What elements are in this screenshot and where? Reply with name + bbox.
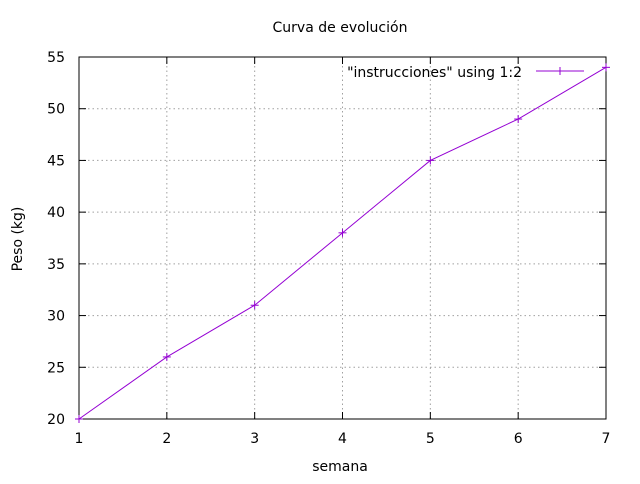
y-tick-label: 35 bbox=[47, 257, 65, 273]
data-point bbox=[602, 63, 610, 72]
data-point bbox=[162, 352, 171, 361]
legend-label: "instrucciones" using 1:2 bbox=[347, 65, 522, 81]
y-tick-label: 55 bbox=[47, 50, 65, 66]
x-axis-title: semana bbox=[312, 459, 368, 475]
y-tick-label: 20 bbox=[47, 412, 65, 428]
x-tick-label: 5 bbox=[426, 431, 435, 447]
series-layer bbox=[75, 63, 610, 423]
y-axis-title: Peso (kg) bbox=[10, 207, 26, 272]
grid-layer bbox=[79, 57, 606, 419]
y-tick-label: 40 bbox=[47, 205, 65, 221]
legend: "instrucciones" using 1:2 bbox=[347, 65, 584, 81]
x-tick-label: 7 bbox=[602, 431, 611, 447]
data-point bbox=[250, 301, 259, 310]
y-tick-label: 45 bbox=[47, 153, 65, 169]
x-tick-label: 2 bbox=[162, 431, 171, 447]
legend-plus bbox=[556, 67, 564, 75]
y-tick-label: 25 bbox=[47, 360, 65, 376]
x-tick-label: 3 bbox=[250, 431, 259, 447]
x-tick-label: 1 bbox=[75, 431, 84, 447]
y-tick-label: 50 bbox=[47, 102, 65, 118]
data-point bbox=[75, 415, 83, 423]
x-tick-label: 6 bbox=[514, 431, 523, 447]
y-tick-label: 30 bbox=[47, 309, 65, 325]
data-point bbox=[426, 156, 435, 165]
x-tick-label: 4 bbox=[338, 431, 347, 447]
legend-marker bbox=[556, 67, 564, 75]
chart-title: Curva de evolución bbox=[273, 20, 408, 36]
data-point bbox=[338, 228, 347, 237]
data-point bbox=[514, 115, 523, 124]
